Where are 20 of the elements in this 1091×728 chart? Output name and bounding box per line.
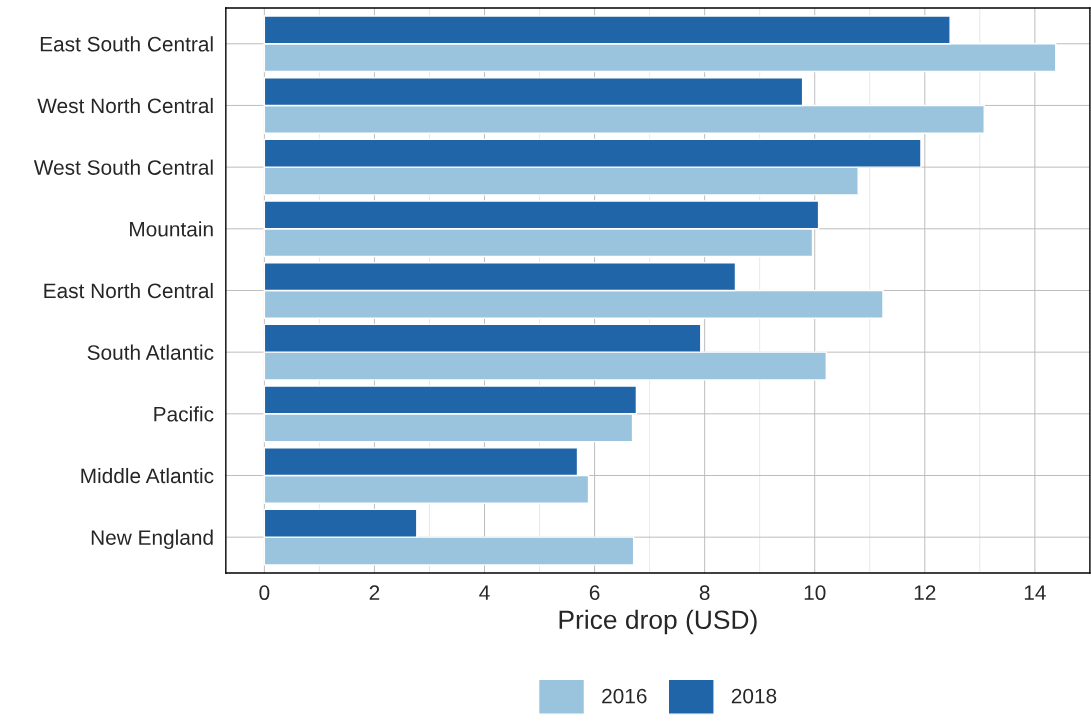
y-tick-label: West South Central [33, 159, 213, 175]
x-axis-title: Price drop (USD) [559, 609, 757, 635]
y-tick-label: East North Central [44, 282, 213, 299]
y-tick-label: New England [91, 529, 213, 550]
x-tick-label: 14 [1024, 585, 1046, 600]
y-tick-label: West North Central [37, 97, 213, 114]
legend-label: 2016 [602, 688, 647, 704]
x-tick-label: 8 [699, 585, 710, 601]
legend-label: 2018 [731, 688, 777, 704]
y-tick-label: Middle Atlantic [81, 467, 214, 484]
y-tick-label: Mountain [130, 221, 213, 237]
y-tick-label: East South Central [40, 36, 213, 52]
y-tick-label: Pacific [154, 406, 214, 422]
x-tick-label: 10 [804, 585, 826, 601]
x-tick-label: 6 [589, 585, 600, 601]
x-tick-label: 2 [369, 585, 380, 600]
x-tick-label: 12 [914, 585, 936, 600]
x-tick-label: 0 [259, 585, 270, 601]
x-tick-label: 4 [479, 585, 490, 600]
y-tick-label: South Atlantic [87, 344, 214, 360]
